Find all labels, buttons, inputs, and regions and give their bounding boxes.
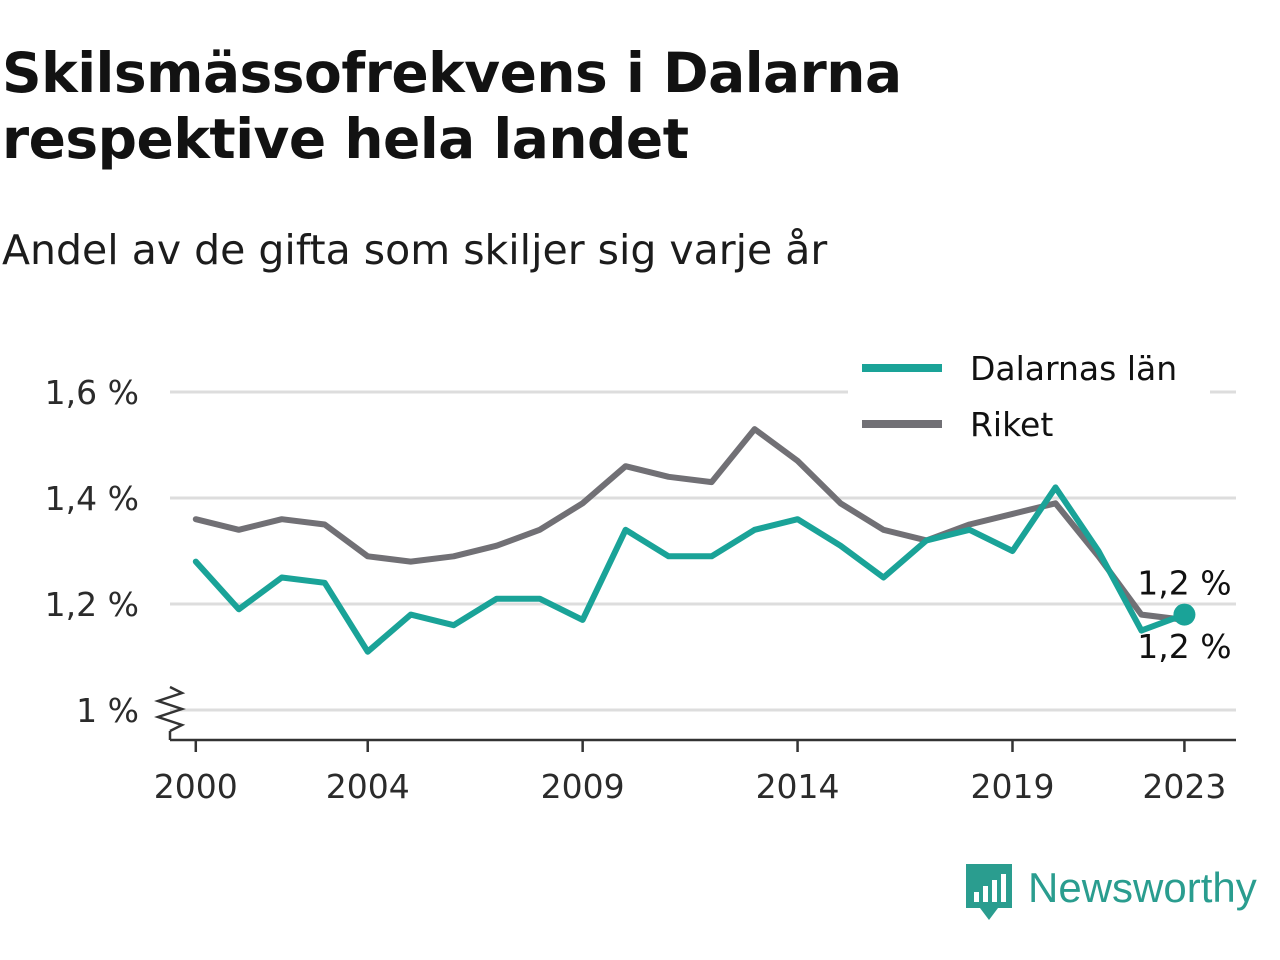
newsworthy-logo-icon — [966, 864, 1012, 920]
x-tick-label: 2009 — [541, 767, 625, 806]
newsworthy-logo: Newsworthy — [964, 862, 1257, 926]
series-line-dalarnas-lan — [192, 484, 1188, 655]
x-tick-label: 2023 — [1142, 767, 1226, 806]
x-tick-label: 2004 — [326, 767, 410, 806]
brand-name: Newsworthy — [1028, 864, 1257, 911]
y-tick-label: 1 % — [76, 691, 139, 730]
axis-layer: 1 % 1,2 % 1,4 % 1,6 % 2000 2004 2009 2014 2019 20… — [45, 373, 1236, 806]
series-line-riket — [192, 426, 1188, 623]
legend-label-dalarnas-lan: Dalarnas län — [970, 349, 1177, 388]
y-tick-label: 1,4 % — [45, 479, 139, 518]
x-tick-label: 2014 — [756, 767, 840, 806]
legend-label-riket: Riket — [970, 405, 1053, 444]
title-line-2: respektive hela landet — [2, 107, 689, 171]
title-line-1: Skilsmässofrekvens i Dalarna — [2, 41, 902, 105]
y-tick-label: 1,6 % — [45, 373, 139, 412]
chart-title: Skilsmässofrekvens i Dalarna respektive … — [2, 40, 902, 172]
chart-subtitle: Andel av de gifta som skiljer sig varje … — [2, 226, 828, 274]
end-labels: 1,2 % 1,2 % — [1137, 564, 1231, 666]
grid-layer — [170, 390, 1236, 712]
line-layer — [192, 426, 1196, 655]
end-label-dalarnas-lan: 1,2 % — [1137, 564, 1231, 603]
y-axis-break-icon — [154, 685, 186, 733]
legend: Dalarnas län Riket — [848, 348, 1210, 444]
end-point-dalarnas-lan — [1173, 603, 1196, 626]
x-tick-label: 2019 — [970, 767, 1054, 806]
end-label-riket: 1,2 % — [1137, 627, 1231, 666]
x-tick-label: 2000 — [154, 767, 238, 806]
y-tick-label: 1,2 % — [45, 585, 139, 624]
